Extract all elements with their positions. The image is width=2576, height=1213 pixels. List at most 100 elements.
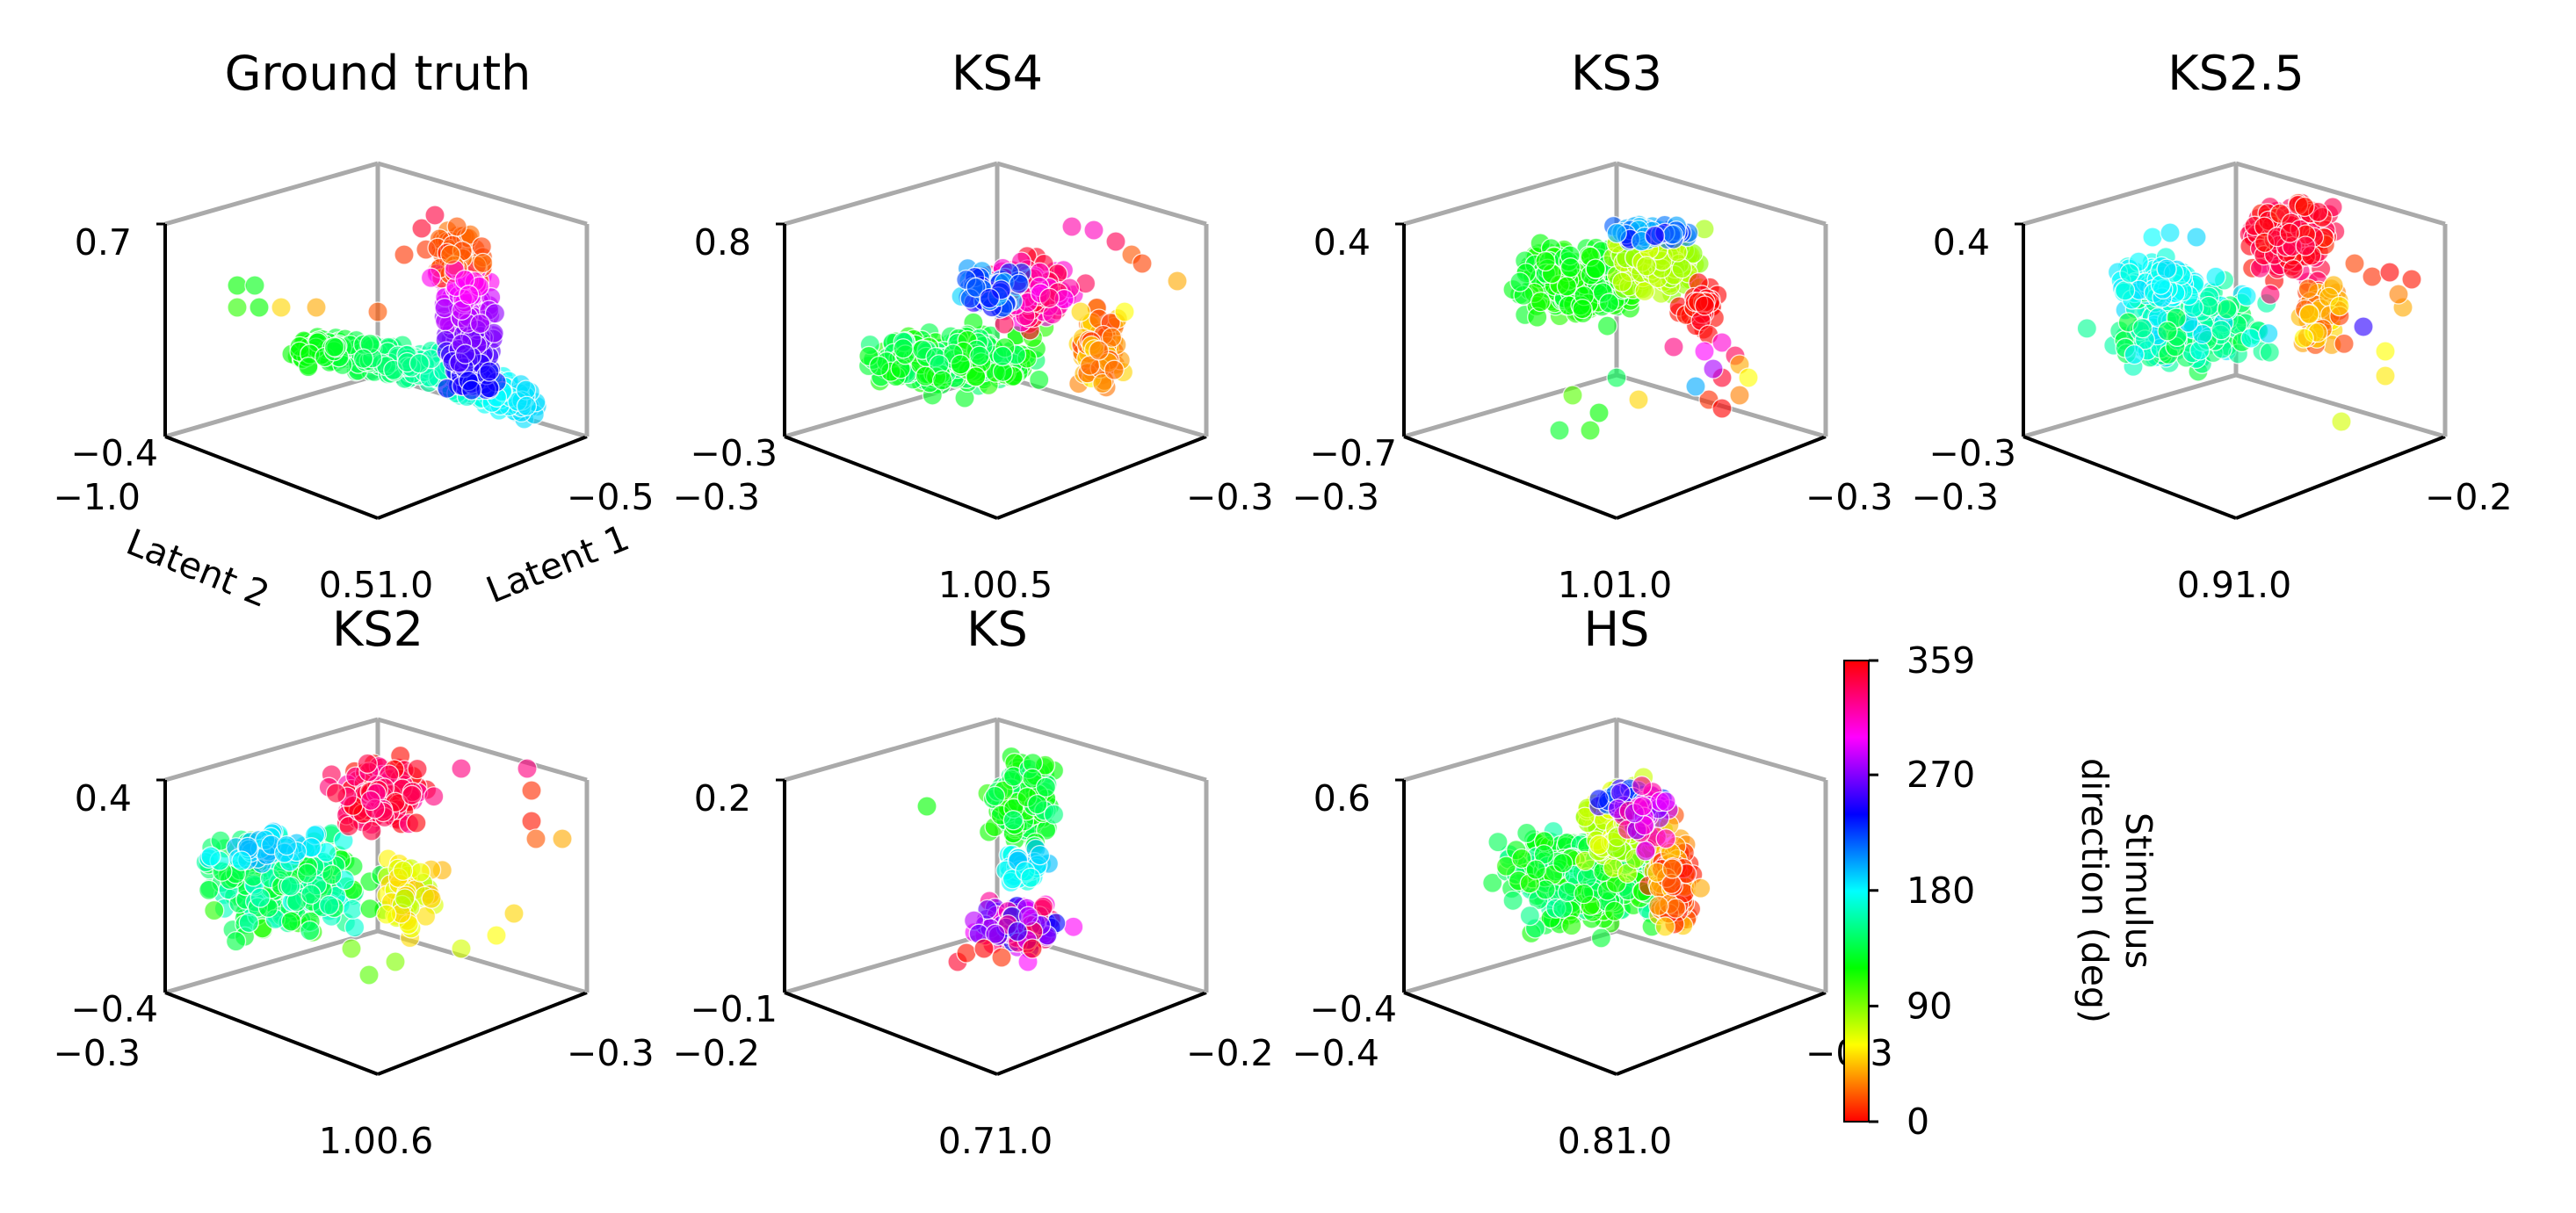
scatter-point — [1661, 858, 1683, 879]
scatter-point — [1606, 367, 1627, 388]
left-tick-1: −1.0 — [53, 476, 141, 518]
scatter-point — [869, 355, 890, 377]
scatter-point — [2124, 343, 2145, 365]
scatter-points — [857, 216, 1188, 408]
scatter-point — [966, 366, 987, 387]
scatter-point — [1009, 273, 1030, 294]
scatter-point — [2353, 316, 2374, 337]
scatter-point — [2076, 318, 2097, 339]
scatter-point — [459, 285, 480, 306]
scatter-point — [1083, 220, 1104, 241]
scatter-point — [2362, 266, 2383, 287]
scatter-point — [1590, 928, 1612, 949]
scatter-point — [1655, 828, 1676, 849]
scatter-point — [409, 353, 431, 374]
axis-pane-edge — [164, 161, 379, 227]
scatter-point — [1029, 369, 1050, 390]
left-tick-2: 0.8 — [1558, 1120, 1615, 1162]
scatter-point — [1663, 336, 1684, 357]
scatter-point — [204, 899, 225, 921]
scatter-point — [199, 879, 220, 900]
scatter-point — [1596, 315, 1618, 336]
scatter-point — [440, 244, 461, 265]
scatter-point — [1690, 877, 1711, 899]
axis-pane-edge — [1403, 161, 1617, 227]
scatter-point — [2401, 269, 2422, 290]
scatter-point — [1729, 385, 1750, 406]
scatter-point — [915, 365, 937, 386]
panel-title: KS2 — [332, 602, 423, 657]
scatter-point — [2329, 295, 2350, 317]
scatter-point — [1561, 914, 1582, 936]
scatter-point — [249, 297, 270, 318]
scatter-point — [2259, 342, 2280, 363]
right-tick-2: −0.2 — [2425, 476, 2513, 518]
scatter-point — [461, 379, 482, 401]
scatter-point — [306, 297, 327, 318]
right-tick-1: 0.6 — [376, 1120, 433, 1162]
scatter-point — [479, 361, 500, 382]
scatter-point — [1002, 810, 1024, 831]
scatter-point — [1655, 791, 1676, 812]
scatter-point — [991, 947, 1012, 968]
scatter-point — [1694, 295, 1715, 316]
scatter-point — [1525, 859, 1546, 880]
axis-pane-edge — [2022, 372, 2237, 439]
scatter-point — [2375, 365, 2396, 386]
scatter-point — [325, 783, 347, 804]
scatter-point — [1654, 916, 1675, 937]
axis-line — [996, 991, 1207, 1076]
scatter-point — [2119, 263, 2140, 284]
scatter-point — [1552, 852, 1574, 874]
scatter-point — [406, 812, 427, 834]
scatter-point — [1611, 271, 1632, 292]
axis-pane-edge — [1403, 717, 1617, 783]
axis-pane-edge — [784, 717, 998, 783]
colorbar-label-line1: Stimulus — [2117, 812, 2160, 969]
right-tick-1: 0.5 — [995, 564, 1053, 606]
z-tick-bottom: −0.3 — [1928, 432, 2016, 474]
right-tick-1: 1.0 — [1615, 1120, 1672, 1162]
scatter-point — [298, 356, 319, 378]
scatter-point — [231, 850, 252, 871]
scatter-point — [300, 920, 321, 942]
scatter-point — [1027, 793, 1048, 815]
axis-line — [1616, 991, 1827, 1076]
z-tick-bottom: −0.1 — [690, 988, 778, 1030]
scatter-point — [276, 834, 297, 856]
z-tick-top: 0.4 — [1933, 221, 1990, 264]
axis-line — [784, 991, 998, 1076]
right-tick-1: 1.0 — [1615, 564, 1672, 606]
scatter-point — [344, 917, 365, 938]
axis-line — [377, 991, 588, 1076]
scatter-point — [2131, 317, 2153, 339]
scatter-point — [420, 267, 442, 288]
scatter-point — [1089, 340, 1110, 361]
scatter-point — [1572, 298, 1593, 320]
scatter-point — [1711, 398, 1733, 419]
scatter-point — [2334, 333, 2355, 354]
left-tick-2: 1.0 — [1558, 564, 1615, 606]
scatter-point — [322, 864, 343, 885]
scatter-point — [2344, 253, 2365, 274]
scatter-point — [1022, 938, 1043, 959]
scatter-point — [411, 218, 432, 239]
scatter-point — [409, 862, 431, 883]
scatter-point — [916, 796, 937, 817]
scatter-points — [1502, 214, 1759, 441]
scatter-point — [956, 942, 977, 964]
scatter-point — [1636, 256, 1657, 277]
scatter-point — [552, 828, 573, 849]
scatter-point — [2205, 266, 2226, 287]
scatter-point — [2331, 411, 2352, 432]
scatter-point — [454, 343, 476, 365]
left-tick-1: −0.4 — [1292, 1032, 1379, 1074]
panel-4: KS2.5 0.4 −0.3−0.3 0.9 1.0 −0.2 — [1911, 46, 2512, 606]
scatter-point — [300, 884, 322, 905]
scatter-point — [992, 345, 1013, 367]
scatter-point — [1598, 292, 1620, 314]
scatter-point — [1632, 775, 1653, 797]
panel-6: KS0.2−0.1−0.20.7 1.0−0.2 — [672, 602, 1273, 1162]
